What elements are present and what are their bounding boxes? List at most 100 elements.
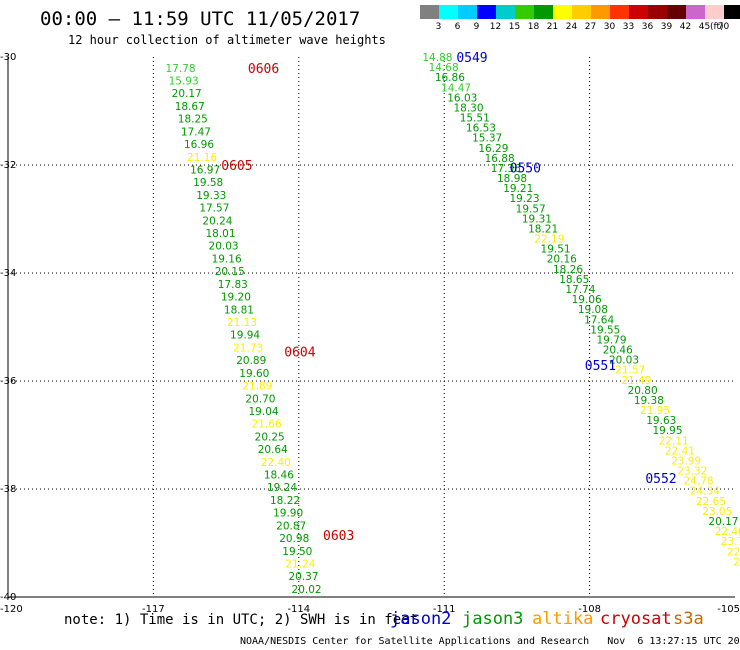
legend-swatch bbox=[724, 5, 740, 19]
mission-name-cryosat: cryosat bbox=[600, 609, 672, 629]
swh-data-label: 20.70 bbox=[245, 393, 275, 405]
swh-data-label: 19.94 bbox=[230, 330, 260, 342]
swh-data-label: 19.51 bbox=[541, 244, 571, 256]
swh-data-label: 16.88 bbox=[485, 153, 515, 165]
swh-data-label: 19.21 bbox=[503, 183, 533, 195]
legend-swatch bbox=[477, 5, 496, 19]
swh-data-label: 19.16 bbox=[212, 253, 242, 265]
swh-data-label: 19.06 bbox=[572, 294, 602, 306]
swh-data-label: 18.67 bbox=[175, 101, 205, 113]
swh-data-label: 21.73 bbox=[233, 342, 263, 354]
x-tick-label: -114 bbox=[287, 604, 310, 615]
footer-credit: NOAA/NESDIS Center for Satellite Applica… bbox=[240, 636, 740, 647]
swh-data-label: 20.80 bbox=[628, 385, 658, 397]
legend-swatch bbox=[553, 5, 572, 19]
swh-data-label: 19.58 bbox=[193, 177, 223, 189]
color-legend-labels: 3 6 9 12 15 18 21 24 27 30 33 36 39 42 45 70 bbox=[420, 22, 733, 32]
legend-label: 42 bbox=[679, 22, 692, 32]
swh-data-label: 14.68 bbox=[429, 62, 459, 74]
swh-data-label: 15.93 bbox=[169, 76, 199, 88]
swh-data-label: 19.08 bbox=[578, 304, 608, 316]
swh-data-label: 19.90 bbox=[273, 508, 303, 520]
swh-data-label: 20.02 bbox=[292, 584, 322, 596]
swh-data-label: 22.65 bbox=[696, 496, 726, 508]
swh-data-label: 21.49 bbox=[621, 375, 651, 387]
swh-data-label: 18.25 bbox=[178, 114, 208, 126]
swh-data-label: 23.79 bbox=[721, 536, 740, 548]
swh-data-label: 24.92 bbox=[733, 556, 740, 568]
swh-data-label: 17.64 bbox=[584, 314, 614, 326]
y-tick-label: -32 bbox=[0, 160, 16, 171]
swh-data-label: 15.51 bbox=[460, 113, 490, 125]
legend-label: 33 bbox=[622, 22, 635, 32]
swh-data-label: 21.57 bbox=[615, 365, 645, 377]
swh-data-label: 22.36 bbox=[727, 546, 740, 558]
swh-data-label: 17.47 bbox=[181, 126, 211, 138]
x-tick-label: -111 bbox=[433, 604, 456, 615]
swh-data-label: 22.40 bbox=[261, 457, 291, 469]
legend-swatch bbox=[515, 5, 534, 19]
legend-swatch bbox=[534, 5, 553, 19]
swh-data-label: 18.01 bbox=[205, 228, 235, 240]
swh-data-label: 18.46 bbox=[264, 470, 294, 482]
swh-data-label: 19.31 bbox=[522, 213, 552, 225]
swh-data-label: 18.21 bbox=[528, 223, 558, 235]
swh-data-label: 22.41 bbox=[665, 445, 695, 457]
y-tick-label: -38 bbox=[0, 484, 16, 495]
swh-data-label: 18.30 bbox=[453, 102, 483, 114]
pass-time-label: 0552 bbox=[645, 472, 676, 487]
swh-data-label: 20.17 bbox=[172, 88, 202, 100]
y-tick-label: -40 bbox=[0, 592, 16, 603]
chart-subtitle: 12 hour collection of altimeter wave hei… bbox=[68, 33, 386, 47]
swh-data-label: 20.46 bbox=[603, 345, 633, 357]
legend-label: 21 bbox=[546, 22, 559, 32]
legend-swatch bbox=[667, 5, 686, 19]
swh-data-label: 16.86 bbox=[435, 72, 465, 84]
swh-data-label: 19.20 bbox=[221, 292, 251, 304]
legend-swatch bbox=[629, 5, 648, 19]
swh-data-label: 19.55 bbox=[590, 324, 620, 336]
x-tick-label: -108 bbox=[578, 604, 601, 615]
swh-data-label: 23.32 bbox=[677, 466, 707, 478]
legend-swatch bbox=[458, 5, 477, 19]
legend-label: 36 bbox=[641, 22, 654, 32]
swh-data-label: 17.78 bbox=[166, 63, 196, 75]
legend-label: 3 bbox=[435, 22, 442, 32]
swh-data-label: 23.99 bbox=[671, 455, 701, 467]
legend-label: 27 bbox=[584, 22, 597, 32]
swh-data-label: 20.64 bbox=[258, 444, 288, 456]
swh-data-label: 21.24 bbox=[285, 558, 315, 570]
swh-data-label: 19.38 bbox=[634, 395, 664, 407]
swh-data-label: 17.57 bbox=[199, 203, 229, 215]
swh-data-label: 15.37 bbox=[472, 133, 502, 145]
pass-time-label: 0603 bbox=[323, 529, 354, 544]
footer-note: note: 1) Time is in UTC; 2) SWH is in fe… bbox=[64, 612, 419, 628]
swh-data-label: 14.88 bbox=[422, 52, 452, 64]
swh-data-label: 20.15 bbox=[215, 266, 245, 278]
mission-name-s3a: s3a bbox=[673, 609, 704, 629]
swh-data-label: 21.66 bbox=[252, 419, 282, 431]
swh-data-label: 20.98 bbox=[279, 533, 309, 545]
y-tick-label: -30 bbox=[0, 52, 16, 63]
legend-swatch bbox=[439, 5, 458, 19]
swh-data-label: 19.57 bbox=[516, 203, 546, 215]
pass-time-label: 0550 bbox=[510, 162, 541, 177]
legend-swatch bbox=[420, 5, 439, 19]
chart-title: 00:00 – 11:59 UTC 11/05/2017 bbox=[40, 8, 361, 30]
swh-data-label: 21.16 bbox=[187, 152, 217, 164]
legend-label: 70 bbox=[717, 22, 730, 32]
pass-time-label: 0605 bbox=[221, 159, 252, 174]
mission-name-altika: altika bbox=[532, 609, 594, 629]
x-tick-label: -105 bbox=[717, 604, 740, 615]
color-legend bbox=[420, 5, 740, 20]
pass-time-label: 0604 bbox=[284, 345, 315, 360]
swh-data-label: 18.81 bbox=[224, 304, 254, 316]
legend-label: 9 bbox=[473, 22, 480, 32]
legend-label: 6 bbox=[454, 22, 461, 32]
swh-data-label: 19.24 bbox=[267, 482, 297, 494]
swh-data-label: 16.03 bbox=[447, 92, 477, 104]
swh-data-label: 22.19 bbox=[534, 234, 564, 246]
swh-data-label: 19.04 bbox=[249, 406, 279, 418]
legend-swatch bbox=[705, 5, 724, 19]
swh-data-label: 24.34 bbox=[690, 486, 720, 498]
